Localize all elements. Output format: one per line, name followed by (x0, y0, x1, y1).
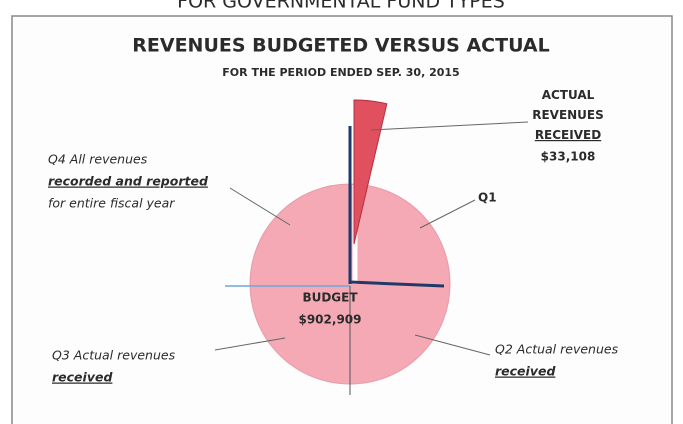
chart-title: REVENUES BUDGETED VERSUS ACTUAL (132, 35, 549, 57)
annotation: Q3 Actual revenues (52, 348, 176, 363)
annotations: Q1 Q4 All revenues recorded and reported fo… (48, 152, 619, 385)
leader-line (414, 334, 491, 356)
leader-line (370, 121, 529, 131)
annotation: Q4 All revenues (48, 152, 148, 167)
leader-line (214, 337, 286, 351)
page-heading: FOR GOVERNMENTAL FUND TYPES (177, 0, 505, 13)
leader-line (419, 199, 476, 229)
annotation: recorded and reported (48, 174, 209, 189)
annotation: received (495, 364, 556, 379)
value-label: $902,909 (298, 313, 361, 327)
annotation: Q2 Actual revenues (495, 342, 619, 357)
actual-wedge (353, 99, 388, 245)
chart-subtitle: FOR THE PERIOD ENDED SEP. 30, 2015 (222, 66, 459, 79)
annotation: for entire fiscal year (48, 196, 175, 211)
annotation: received (52, 370, 113, 385)
value-label: $33,108 (541, 150, 596, 164)
annotation: Q1 (478, 191, 497, 205)
divider (349, 280, 445, 288)
pie: ACTUAL REVENUES RECEIVED $33,108 BUDGET $902,… (225, 88, 604, 395)
slice-label: ACTUAL REVENUES RECEIVED (532, 88, 604, 142)
leader-line (229, 187, 291, 226)
slice-label: BUDGET (302, 291, 358, 305)
